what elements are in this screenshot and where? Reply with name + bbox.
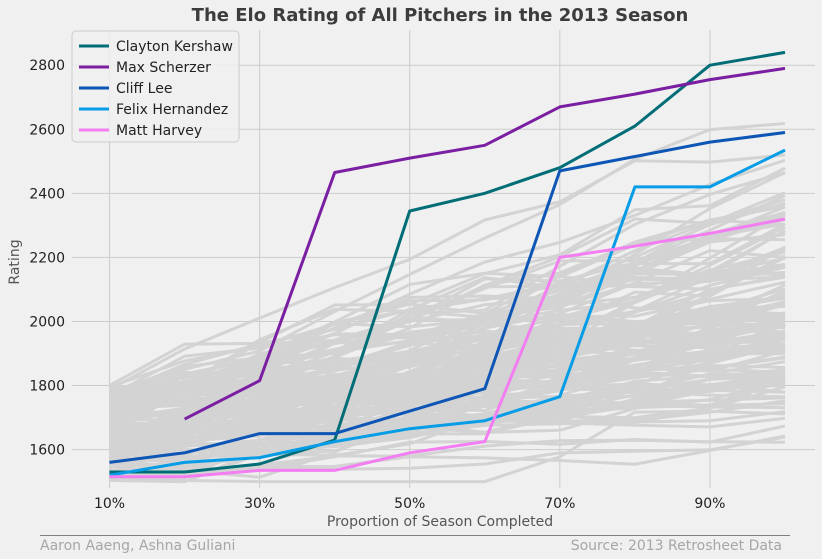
x-tick-label: 10% xyxy=(94,496,125,512)
legend: Clayton Kershaw Max Scherzer Cliff Lee Feli… xyxy=(71,30,240,143)
footer-divider xyxy=(40,535,790,536)
y-axis-label: Rating xyxy=(7,239,23,284)
background-pitcher-line xyxy=(109,275,786,403)
background-pitcher-line xyxy=(108,299,786,469)
background-pitcher-line xyxy=(109,382,786,484)
x-tick-label: 90% xyxy=(694,496,725,512)
y-tick-label: 2400 xyxy=(29,186,65,202)
background-pitcher-line xyxy=(108,289,786,407)
y-tick-label: 1800 xyxy=(29,379,65,395)
background-pitcher-line xyxy=(108,166,786,431)
y-tick-label: 1600 xyxy=(29,443,65,459)
x-axis-tick-labels: 10% 30% 50% 70% 90% xyxy=(94,496,726,512)
x-tick-label: 50% xyxy=(394,496,425,512)
background-pitcher-line xyxy=(108,153,786,391)
y-axis-tick-labels: 1600 1800 2000 2200 2400 2600 2800 xyxy=(29,58,65,458)
legend-label: Max Scherzer xyxy=(116,60,211,76)
x-tick-label: 70% xyxy=(544,496,575,512)
background-pitcher-line xyxy=(108,222,786,387)
y-tick-label: 2800 xyxy=(29,58,65,74)
background-pitcher-line xyxy=(109,205,786,396)
x-axis-label: Proportion of Season Completed xyxy=(327,514,553,530)
legend-label: Matt Harvey xyxy=(116,123,202,139)
y-tick-label: 2000 xyxy=(29,314,65,330)
background-pitcher-line xyxy=(109,410,786,461)
x-tick-label: 30% xyxy=(244,496,275,512)
legend-label: Clayton Kershaw xyxy=(116,39,233,55)
y-tick-label: 2200 xyxy=(29,250,65,266)
background-pitcher-line xyxy=(109,264,786,391)
series-line-clayton-kershaw xyxy=(109,50,786,474)
background-pitcher-line xyxy=(108,287,786,462)
background-pitcher-line xyxy=(109,222,786,436)
y-tick-label: 2600 xyxy=(29,122,65,138)
footer-source: Source: 2013 Retrosheet Data xyxy=(570,538,782,554)
series-line-felix-hernandez xyxy=(109,148,786,477)
series-line-matt-harvey xyxy=(109,217,786,479)
background-pitcher-line xyxy=(109,385,786,450)
footer-credits: Aaron Aaeng, Ashna Guliani xyxy=(40,538,236,554)
series-line-cliff-lee xyxy=(109,131,786,464)
background-pitcher-lines xyxy=(108,122,786,484)
chart-title: The Elo Rating of All Pitchers in the 20… xyxy=(192,5,689,26)
background-pitcher-line xyxy=(109,346,786,393)
background-pitcher-line xyxy=(108,191,786,446)
legend-label: Cliff Lee xyxy=(116,81,172,97)
legend-box xyxy=(71,30,240,143)
highlighted-series-lines xyxy=(109,50,786,479)
series-line-max-scherzer xyxy=(183,66,786,421)
background-pitcher-line xyxy=(108,122,786,400)
legend-label: Felix Hernandez xyxy=(116,102,228,118)
